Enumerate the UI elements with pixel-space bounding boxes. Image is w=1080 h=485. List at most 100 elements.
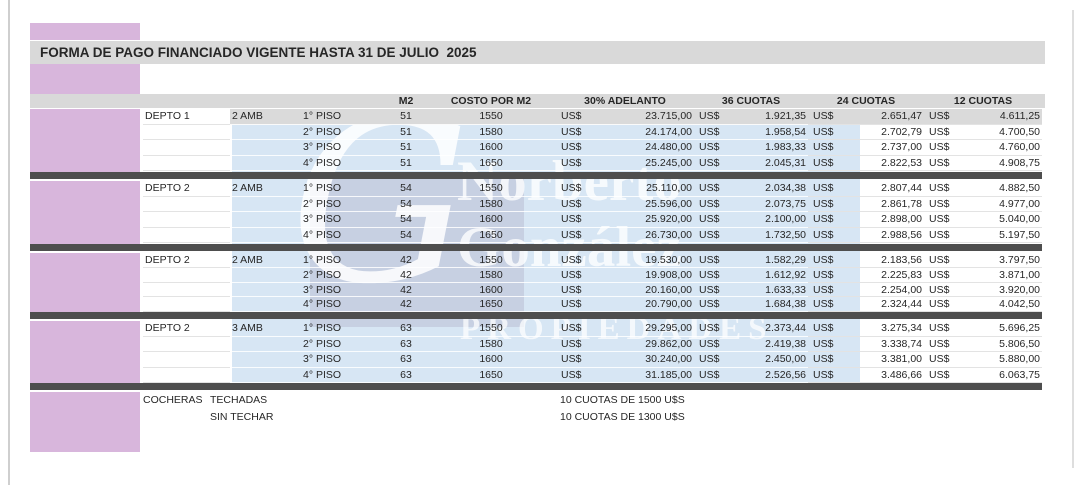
cochera-tipo: TECHADAS [210, 394, 268, 406]
cell-piso: 2° PISO [300, 197, 386, 212]
watermark-logo-box [310, 175, 524, 327]
cell-amb [230, 140, 300, 156]
cocheras-row: SIN TECHAR 10 CUOTAS DE 1300 U$S [143, 409, 1042, 426]
page-edge-left [8, 0, 10, 485]
pink-column-block [30, 181, 140, 244]
cell-costo-por-m2: 1650 [426, 156, 556, 171]
cell-24-cuotas: 2.183,56 [862, 253, 924, 268]
cell-depto: DEPTO 2 [143, 321, 230, 337]
currency-label: US$ [808, 181, 862, 197]
section-divider-bar [30, 383, 1042, 390]
cell-amb [230, 212, 300, 228]
currency-label: US$ [808, 109, 862, 125]
currency-label: US$ [808, 125, 862, 140]
cell-depto: DEPTO 1 [143, 109, 230, 125]
cell-12-cuotas: 4.042,50 [978, 297, 1042, 312]
currency-label: US$ [924, 109, 978, 125]
cell-m2: 42 [386, 253, 426, 268]
cell-m2: 42 [386, 283, 426, 298]
cell-depto [143, 125, 230, 140]
column-header-m2: M2 [398, 95, 414, 107]
cell-amb [230, 197, 300, 212]
cell-costo-por-m2: 1550 [426, 109, 556, 125]
cell-36-cuotas: 2.100,00 [740, 212, 808, 228]
currency-label: US$ [694, 181, 740, 197]
column-header-36-cuotas: 36 CUOTAS [721, 95, 781, 107]
cell-depto [143, 197, 230, 212]
page-edge-right [1072, 10, 1074, 468]
cell-m2: 63 [386, 337, 426, 352]
cell-12-cuotas: 4.908,75 [978, 156, 1042, 171]
cell-amb [230, 228, 300, 243]
currency-label: US$ [808, 352, 862, 368]
currency-label: US$ [808, 297, 862, 312]
cell-36-cuotas: 1.684,38 [740, 297, 808, 312]
cell-piso: 3° PISO [300, 140, 386, 156]
currency-label: US$ [694, 268, 740, 283]
currency-label: US$ [694, 321, 740, 337]
cell-36-cuotas: 2.526,56 [740, 368, 808, 383]
currency-label: US$ [556, 321, 600, 337]
cell-24-cuotas: 2.988,56 [862, 228, 924, 243]
table-row: 3° PISO 42 1600 US$ 20.160,00 US$ 1.633,33 US$ 2… [143, 283, 1042, 298]
currency-label: US$ [924, 156, 978, 171]
cell-36-cuotas: 1.983,33 [740, 140, 808, 156]
currency-label: US$ [694, 212, 740, 228]
cell-piso: 4° PISO [300, 228, 386, 243]
pink-column-block [30, 109, 140, 172]
column-header-24-cuotas: 24 CUOTAS [836, 95, 896, 107]
cell-amb [230, 283, 300, 298]
cell-24-cuotas: 2.324,44 [862, 297, 924, 312]
cochera-detalle: 10 CUOTAS DE 1500 U$S [560, 394, 685, 406]
currency-label: US$ [924, 140, 978, 156]
cell-m2: 54 [386, 228, 426, 243]
currency-label: US$ [556, 368, 600, 383]
cell-m2: 54 [386, 197, 426, 212]
cell-depto [143, 283, 230, 298]
cell-m2: 51 [386, 109, 426, 125]
cell-36-cuotas: 2.034,38 [740, 181, 808, 197]
column-header-band: M2 COSTO POR M2 30% ADELANTO 36 CUOTAS 2… [30, 94, 1045, 108]
cell-amb [230, 337, 300, 352]
cell-24-cuotas: 3.381,00 [862, 352, 924, 368]
table-row: 2° PISO 42 1580 US$ 19.908,00 US$ 1.612,92 US$ 2… [143, 268, 1042, 283]
currency-label: US$ [694, 283, 740, 298]
page-title: FORMA DE PAGO FINANCIADO VIGENTE HASTA 3… [30, 41, 1045, 64]
currency-label: US$ [556, 125, 600, 140]
currency-label: US$ [694, 197, 740, 212]
cell-depto: DEPTO 2 [143, 253, 230, 268]
cell-24-cuotas: 3.486,66 [862, 368, 924, 383]
cell-24-cuotas: 2.651,47 [862, 109, 924, 125]
currency-label: US$ [694, 297, 740, 312]
cell-piso: 1° PISO [300, 321, 386, 337]
currency-label: US$ [556, 109, 600, 125]
cell-costo-por-m2: 1650 [426, 368, 556, 383]
table-row: 3° PISO 51 1600 US$ 24.480,00 US$ 1.983,33 US$ 2… [143, 140, 1042, 156]
cell-depto [143, 212, 230, 228]
currency-label: US$ [924, 212, 978, 228]
currency-label: US$ [556, 268, 600, 283]
table-row: 4° PISO 42 1650 US$ 20.790,00 US$ 1.684,38 US$ 2… [143, 297, 1042, 312]
cell-costo-por-m2: 1550 [426, 253, 556, 268]
cell-piso: 3° PISO [300, 212, 386, 228]
currency-label: US$ [556, 197, 600, 212]
cell-24-cuotas: 2.807,44 [862, 181, 924, 197]
cell-24-cuotas: 2.225,83 [862, 268, 924, 283]
currency-label: US$ [924, 197, 978, 212]
cell-36-cuotas: 2.073,75 [740, 197, 808, 212]
pink-column-block [30, 63, 140, 94]
cell-m2: 54 [386, 212, 426, 228]
cell-12-cuotas: 4.977,00 [978, 197, 1042, 212]
cocheras-label: COCHERAS [143, 394, 203, 406]
cell-costo-por-m2: 1550 [426, 181, 556, 197]
cell-piso: 4° PISO [300, 368, 386, 383]
column-header-costo-por-m2: COSTO POR M2 [450, 95, 532, 107]
currency-label: US$ [694, 109, 740, 125]
cell-12-cuotas: 4.700,50 [978, 125, 1042, 140]
currency-label: US$ [924, 228, 978, 243]
cell-adelanto: 31.185,00 [600, 368, 694, 383]
cell-m2: 42 [386, 268, 426, 283]
cell-24-cuotas: 2.861,78 [862, 197, 924, 212]
